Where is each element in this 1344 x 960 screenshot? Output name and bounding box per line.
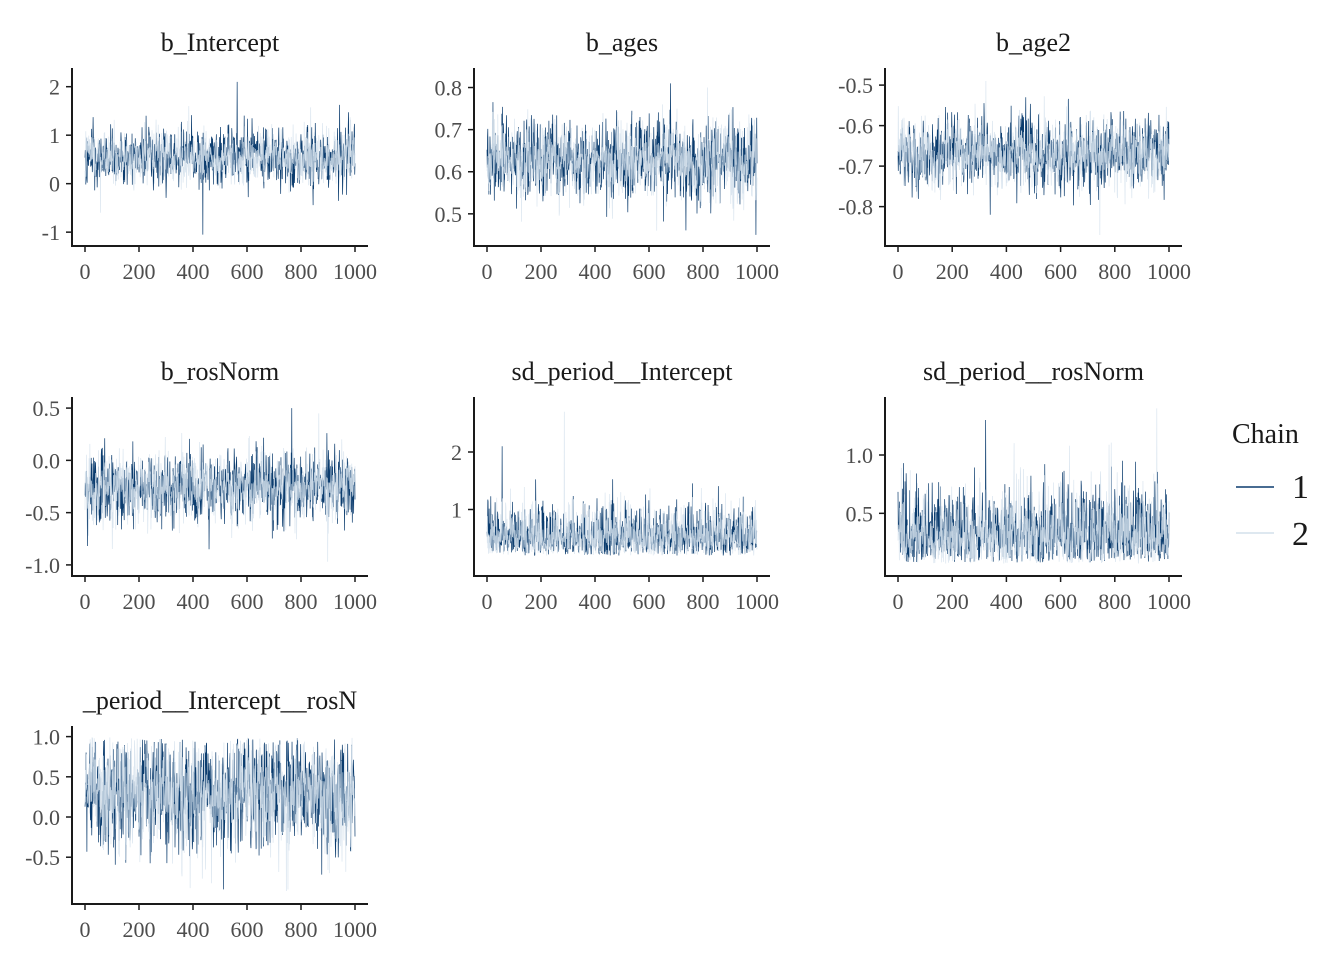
legend-title: Chain	[1232, 419, 1299, 450]
y-tick-label: 1	[49, 123, 60, 148]
x-tick-label: 600	[231, 589, 264, 614]
x-tick-label: 400	[177, 589, 210, 614]
trace-panel: b_ages 0.5 0.6 0.7 0.8 0 200 400 600 800 1000	[435, 28, 780, 284]
x-tick-label: 0	[893, 259, 904, 284]
x-tick-label: 200	[123, 917, 156, 942]
legend-label-chain-2: 2	[1292, 516, 1309, 553]
axis-lines	[473, 397, 770, 577]
x-tick-label: 0	[80, 589, 91, 614]
y-tick-label: -1.0	[25, 553, 60, 578]
panel-title: b_rosNorm	[161, 357, 279, 386]
x-tick-label: 200	[936, 589, 969, 614]
x-tick-label: 600	[633, 259, 666, 284]
legend: Chain 1 2	[1232, 419, 1309, 553]
y-tick-label: 1	[451, 498, 462, 523]
x-tick-label: 400	[579, 589, 612, 614]
y-tick-label: -0.6	[838, 114, 873, 139]
x-tick-label: 200	[525, 259, 558, 284]
y-tick-label: -0.5	[838, 73, 873, 98]
trace-panel: b_rosNorm -1.0 -0.5 0.0 0.5 0 200 400 600 800 1000	[25, 357, 377, 614]
trace-panel: b_Intercept -1 0 1 2 0 200 400 600 800 1000	[42, 28, 377, 284]
x-tick-label: 400	[990, 259, 1023, 284]
y-tick-label: -0.5	[25, 501, 60, 526]
y-tick-label: 0.0	[33, 805, 61, 830]
legend-label-chain-1: 1	[1292, 469, 1309, 506]
x-tick-label: 800	[285, 259, 318, 284]
y-tick-label: -0.7	[838, 154, 873, 179]
trace-line-chain-2	[84, 106, 356, 213]
x-tick-label: 1000	[1147, 259, 1191, 284]
x-tick-label: 200	[525, 589, 558, 614]
x-tick-label: 1000	[1147, 589, 1191, 614]
panel-title: b_ages	[586, 28, 658, 57]
y-tick-label: 0.5	[33, 765, 61, 790]
trace-line-chain-2	[486, 87, 758, 231]
x-tick-label: 800	[1098, 589, 1131, 614]
x-tick-label: 800	[687, 589, 720, 614]
y-tick-label: -1	[42, 220, 60, 245]
y-tick-label: 2	[451, 440, 462, 465]
panel-title: sd_period__rosNorm	[923, 357, 1144, 386]
x-tick-label: 400	[990, 589, 1023, 614]
x-tick-label: 600	[633, 589, 666, 614]
axis-lines	[884, 397, 1182, 577]
y-tick-label: 2	[49, 75, 60, 100]
panel-title: _period__Intercept__rosN	[82, 686, 358, 715]
x-tick-label: 0	[482, 589, 493, 614]
y-tick-label: 0.7	[435, 118, 463, 143]
x-tick-label: 200	[123, 589, 156, 614]
x-tick-label: 800	[687, 259, 720, 284]
trace-panel: sd_period__rosNorm 0.5 1.0 0 200 400 600 800 100…	[846, 357, 1192, 614]
y-tick-label: 0.5	[435, 202, 463, 227]
y-tick-label: -0.8	[838, 195, 873, 220]
x-tick-label: 400	[177, 259, 210, 284]
y-tick-label: 0.5	[33, 396, 61, 421]
trace-line-chain-2	[486, 411, 758, 556]
trace-line-chain-2	[84, 737, 356, 891]
axis-lines	[71, 397, 368, 577]
panel-title: sd_period__Intercept	[512, 357, 734, 386]
panel-title: b_age2	[996, 28, 1071, 57]
trace-panel: sd_period__Intercept 1 2 0 200 400 600 800 1000	[451, 357, 779, 614]
x-tick-label: 0	[893, 589, 904, 614]
x-tick-label: 200	[123, 259, 156, 284]
x-tick-label: 1000	[333, 259, 377, 284]
x-tick-label: 600	[231, 259, 264, 284]
x-tick-label: 0	[80, 259, 91, 284]
trace-line-chain-2	[84, 413, 356, 562]
axis-lines	[71, 726, 368, 905]
trace-panel: _period__Intercept__rosN -0.5 0.0 0.5 1.0 0 20…	[25, 686, 377, 942]
y-tick-label: 0	[49, 172, 60, 197]
axis-lines	[473, 68, 770, 247]
x-tick-label: 600	[1044, 589, 1077, 614]
y-tick-label: 0.8	[435, 76, 463, 101]
axis-lines	[71, 68, 368, 247]
x-tick-label: 800	[1098, 259, 1131, 284]
y-tick-label: 1.0	[33, 725, 61, 750]
x-tick-label: 1000	[333, 917, 377, 942]
x-tick-label: 400	[177, 917, 210, 942]
x-tick-label: 800	[285, 589, 318, 614]
y-tick-label: 0.5	[846, 501, 874, 526]
trace-line-chain-2	[897, 408, 1170, 564]
x-tick-label: 1000	[735, 589, 779, 614]
y-tick-label: 0.6	[435, 160, 463, 185]
x-tick-label: 200	[936, 259, 969, 284]
y-tick-label: 1.0	[846, 443, 874, 468]
x-tick-label: 800	[285, 917, 318, 942]
x-tick-label: 600	[1044, 259, 1077, 284]
panel-title: b_Intercept	[161, 28, 280, 57]
x-tick-label: 0	[482, 259, 493, 284]
x-tick-label: 1000	[333, 589, 377, 614]
x-tick-label: 600	[231, 917, 264, 942]
y-tick-label: -0.5	[25, 845, 60, 870]
trace-panel: b_age2 -0.8 -0.7 -0.6 -0.5 0 200 400 600 800 1000	[838, 28, 1191, 284]
x-tick-label: 1000	[735, 259, 779, 284]
x-tick-label: 0	[80, 917, 91, 942]
trace-line-chain-2	[897, 81, 1170, 235]
axis-lines	[884, 68, 1182, 247]
y-tick-label: 0.0	[33, 448, 61, 473]
x-tick-label: 400	[579, 259, 612, 284]
